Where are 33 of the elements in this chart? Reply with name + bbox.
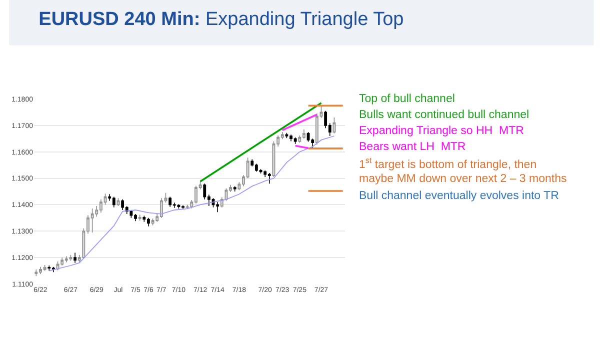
text: Expanding Triangle so HH MTR — [359, 125, 524, 137]
candlestick — [268, 172, 271, 184]
candlestick — [142, 215, 146, 222]
candlestick — [332, 117, 336, 134]
candlestick — [216, 202, 220, 213]
text: Top of bull channel — [359, 93, 455, 105]
candlestick — [294, 136, 297, 144]
candlestick — [168, 196, 172, 208]
candlestick — [130, 210, 133, 218]
candlestick — [285, 132, 288, 139]
candlestick — [52, 266, 55, 273]
candlestick — [254, 163, 258, 172]
candlestick — [138, 214, 142, 221]
text: Bears want LH MTR — [359, 141, 466, 153]
text: Bulls want continued bull channel — [359, 109, 530, 121]
candlestick — [48, 265, 51, 272]
candlestick — [43, 264, 46, 272]
text: maybe MM down over next 2 – 3 months — [359, 173, 567, 185]
text: Bull channel eventually evolves into TR — [359, 190, 559, 202]
text: 1$^{st}$ target is bottom of triangle, then — [359, 156, 537, 171]
candlestick — [90, 208, 94, 233]
candlestick — [121, 199, 124, 210]
candlestick — [74, 252, 76, 264]
candlestick — [220, 196, 224, 208]
candlestick — [69, 254, 72, 262]
candlestick — [34, 269, 38, 276]
candlestick — [64, 256, 68, 263]
line-series — [48, 136, 335, 272]
chart-title: EURUSD 240 Min: Expanding Triangle Top — [38, 9, 404, 30]
candlestick — [177, 204, 180, 210]
candlestick — [233, 186, 236, 192]
candlestick — [186, 204, 189, 210]
candlestick — [112, 196, 116, 208]
